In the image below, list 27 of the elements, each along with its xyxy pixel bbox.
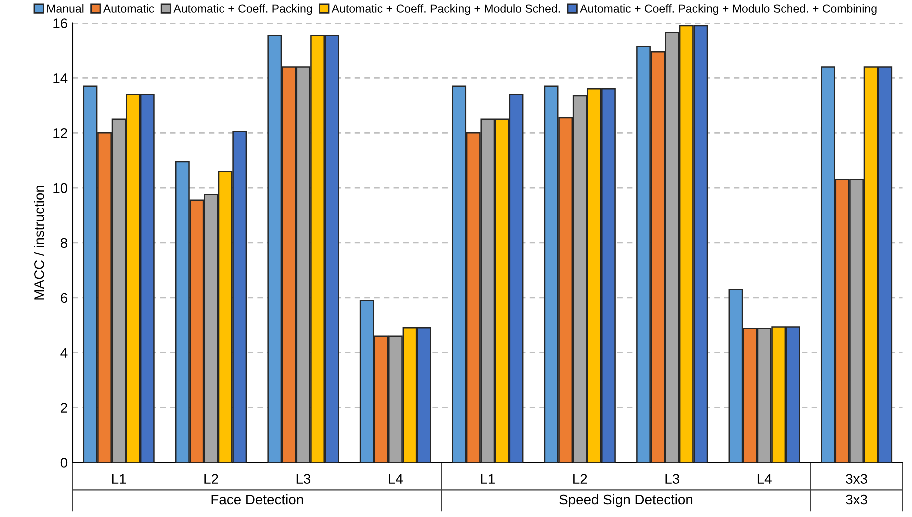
text: Face Detection xyxy=(212,494,304,505)
x-tick-label: L1 xyxy=(112,474,126,484)
text: Speed Sign Detection xyxy=(560,494,693,508)
text: 3x3 xyxy=(846,494,868,505)
x-tick-label: L4 xyxy=(389,474,404,484)
legend-label: Automatic + Coeff. Packing + Modulo Sched. + Combining xyxy=(580,4,877,16)
y-tick-label: 4 xyxy=(60,348,68,358)
legend-label: Automatic + Coeff. Packing + Modulo Sched. xyxy=(332,4,560,16)
legend-label: Automatic + Coeff. Packing xyxy=(174,4,312,16)
y-tick-label: 14 xyxy=(54,74,68,84)
legend-label: Manual xyxy=(48,4,84,13)
y-tick-label: 10 xyxy=(54,183,68,194)
x-tick-label: 3x3 xyxy=(846,474,868,484)
y-tick-label: 16 xyxy=(54,18,68,28)
x-tick-label: L3 xyxy=(666,474,680,484)
x-tick-label: L2 xyxy=(574,474,588,484)
y-tick-label: 8 xyxy=(60,238,68,248)
y-tick-label: 2 xyxy=(61,403,68,413)
y-tick-label: 6 xyxy=(61,293,68,304)
y-tick-label: 12 xyxy=(54,128,68,138)
x-tick-label: L1 xyxy=(481,474,495,484)
x-tick-label: L3 xyxy=(296,474,311,484)
y-tick-label: 0 xyxy=(60,458,68,468)
y-axis-title: MACC / instruction xyxy=(34,186,44,300)
legend-label: Automatic xyxy=(103,4,154,13)
x-tick-label: L2 xyxy=(204,474,218,484)
x-tick-label: L4 xyxy=(758,474,772,484)
